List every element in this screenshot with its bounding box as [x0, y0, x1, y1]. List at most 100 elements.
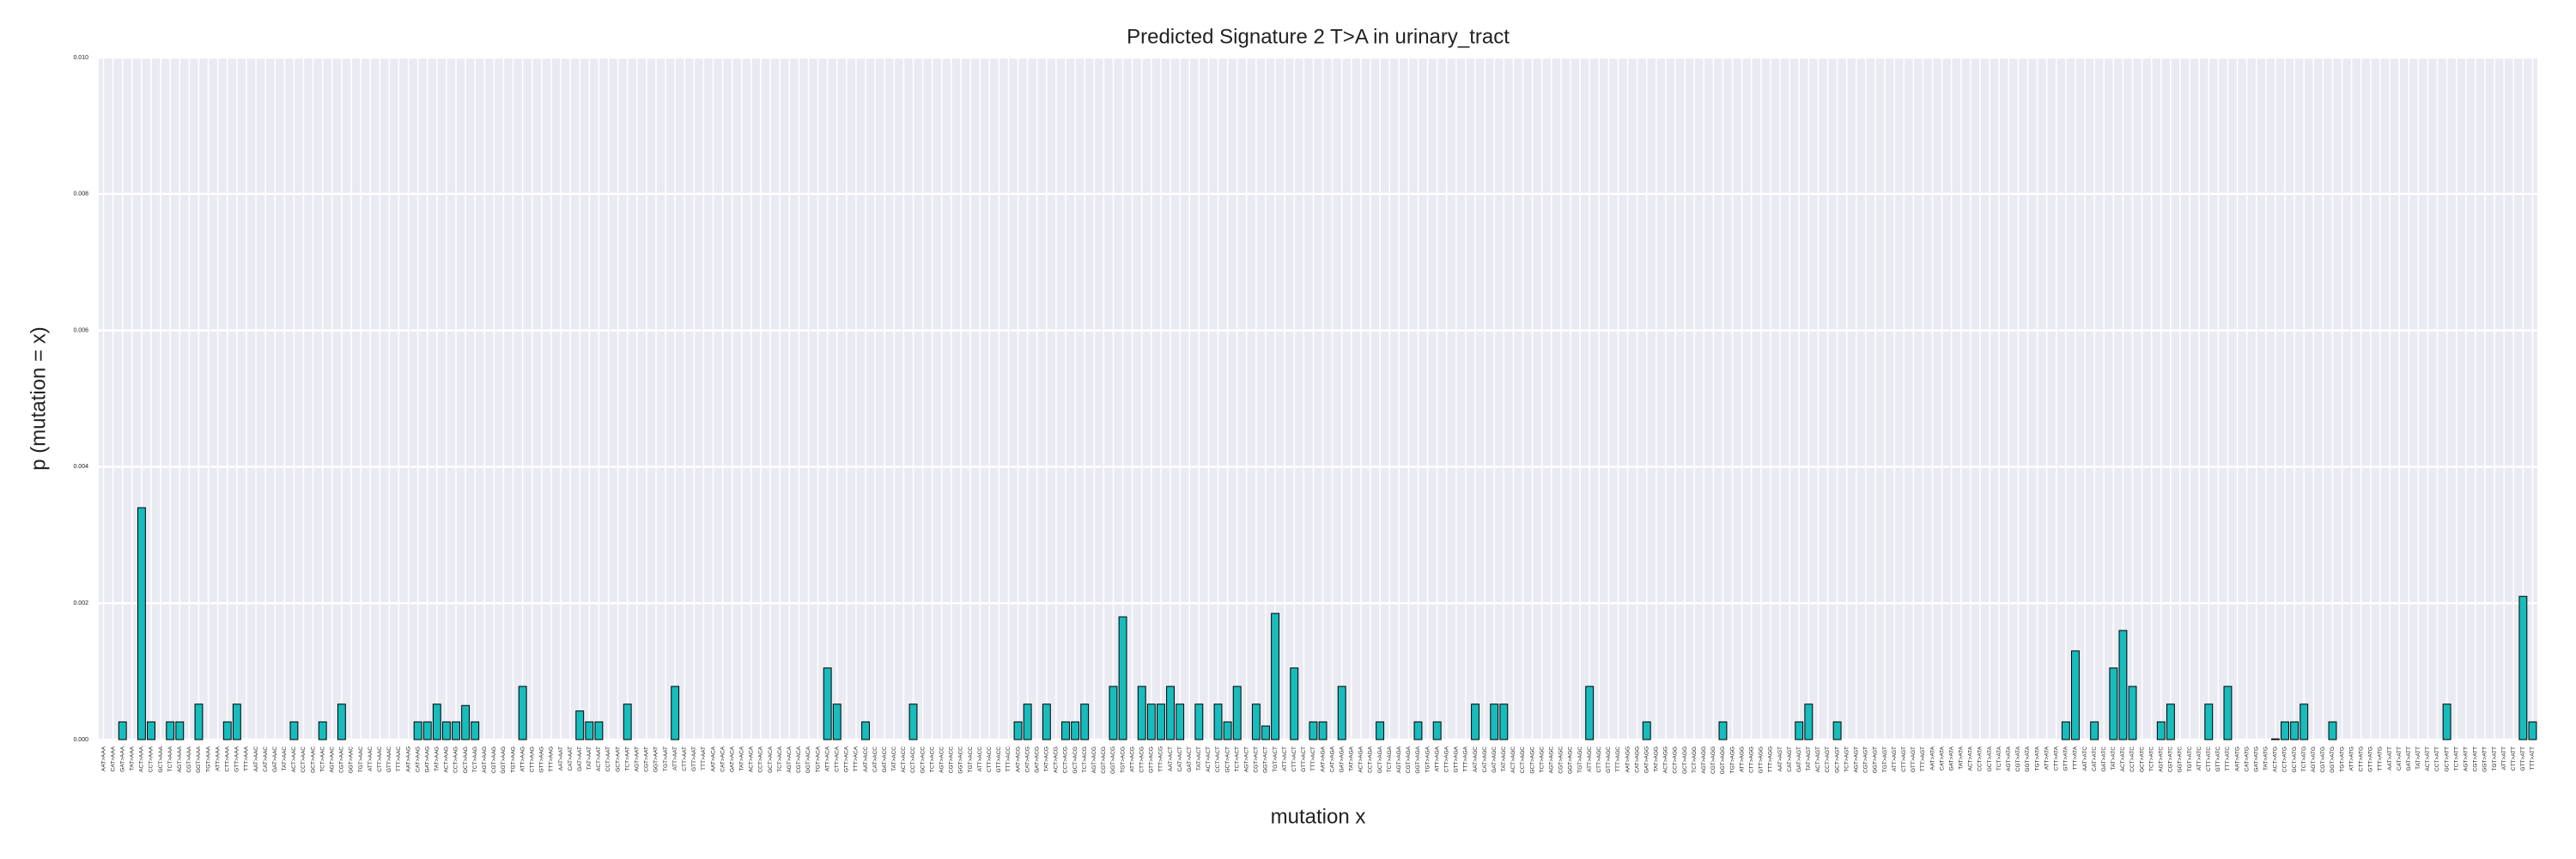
x-tick-label: AGT>ACC	[939, 746, 945, 773]
x-tick-label: GGT>AGT	[1873, 746, 1879, 773]
x-tick-label: GGT>AAC	[349, 746, 355, 774]
x-tick-label: TGT>AGG	[1729, 746, 1735, 773]
x-tick-label: AGT>AGT	[1854, 746, 1860, 773]
x-tick-label: GAT>ACG	[1034, 746, 1040, 773]
x-tick-label: AAT>ATC	[2082, 746, 2088, 771]
x-tick-label: GTT>ACG	[1149, 746, 1155, 773]
bar	[1271, 612, 1280, 740]
x-tick-label: CTT>ATG	[2358, 746, 2364, 771]
bar	[194, 704, 204, 740]
x-tick-label: CAT>AAG	[415, 746, 421, 772]
x-tick-label: GTT>AGC	[1606, 746, 1612, 773]
x-tick-label: TAT>ATA	[1959, 746, 1965, 769]
x-tick-label: TGT>AAA	[205, 746, 211, 771]
x-tick-label: AGT>ATA	[2006, 746, 2012, 771]
x-tick-label: GCT>ACC	[920, 746, 926, 774]
x-tick-label: GCT>AAA	[158, 746, 164, 772]
bar	[289, 721, 299, 740]
x-tick-label: GAT>ATG	[2253, 746, 2259, 772]
bar	[1137, 685, 1146, 740]
x-tick-label: TGT>AGA	[1425, 746, 1431, 772]
bar	[2328, 721, 2337, 740]
bar	[575, 710, 585, 740]
x-tick-label: GTT>AGA	[1454, 746, 1460, 772]
x-tick-label: CCT>AAA	[149, 746, 155, 772]
x-tick-label: CTT>ACG	[1139, 746, 1145, 773]
x-tick-label: TAT>AGT	[1806, 746, 1812, 771]
y-tick-label: 0.002	[73, 600, 88, 606]
x-tick-label: GAT>AAG	[424, 746, 430, 772]
y-tick-label: 0.008	[73, 192, 88, 198]
x-tick-label: CTT>AAC	[377, 746, 383, 772]
bar	[1232, 685, 1242, 740]
x-tick-label: CGT>ACA	[796, 746, 802, 773]
x-tick-label: CGT>AAC	[339, 746, 345, 773]
x-tick-label: GGT>ATT	[2482, 746, 2488, 772]
x-tick-label: AAT>ACA	[710, 746, 716, 771]
x-tick-label: GAT>ACC	[882, 746, 888, 773]
x-tick-label: TAT>AAT	[586, 746, 592, 770]
x-tick-label: TTT>AGT	[1920, 746, 1926, 771]
x-tick-label: AAT>ATG	[2234, 746, 2240, 771]
x-tick-label: AGT>AAT	[635, 746, 641, 771]
x-tick-label: AGT>AAC	[330, 746, 336, 773]
x-tick-label: CTT>AGT	[1901, 746, 1907, 772]
x-tick-label: GGT>ACC	[958, 746, 964, 774]
bar	[1642, 721, 1651, 740]
bar	[232, 704, 241, 740]
x-tick-label: GCT>ACA	[768, 746, 774, 773]
x-tick-label: ACT>ACC	[901, 746, 907, 773]
bar	[1223, 721, 1232, 740]
x-tick-label: ATT>ACC	[977, 746, 983, 772]
x-tick-label: GCT>AGC	[1529, 746, 1535, 774]
x-tick-label: ACT>ACT	[1206, 746, 1212, 772]
bar	[222, 721, 232, 740]
x-tick-label: TAT>ACG	[1044, 746, 1050, 771]
x-tick-label: AGT>ATT	[2464, 746, 2470, 771]
x-tick-label: CAT>AGC	[1482, 746, 1488, 773]
x-tick-label: TAT>AAC	[282, 746, 288, 771]
x-tick-label: CAT>ATC	[2092, 746, 2098, 771]
x-tick-label: AAT>AAA	[100, 746, 106, 771]
x-tick-label: AAT>AGA	[1320, 746, 1326, 771]
x-tick-label: AAT>AAC	[253, 746, 259, 772]
bar	[1213, 704, 1223, 740]
x-tick-label: TCT>AAC	[319, 746, 325, 772]
x-tick-label: TCT>ACA	[777, 746, 783, 771]
x-tick-label: ATT>AAG	[519, 746, 526, 771]
x-tick-label: TAT>ACC	[891, 746, 897, 771]
bar	[1109, 685, 1118, 740]
x-tick-label: AAT>AAG	[405, 746, 411, 772]
x-tick-label: GAT>AAT	[577, 746, 583, 771]
bar	[2290, 721, 2300, 740]
bar	[1166, 685, 1175, 740]
x-tick-label: TCT>ACT	[1234, 746, 1240, 771]
x-tick-label: TAT>ATC	[2111, 746, 2117, 771]
bar	[832, 704, 841, 740]
bar	[1023, 704, 1032, 740]
y-tick-label: 0.004	[73, 464, 88, 470]
bar	[1376, 721, 1385, 740]
x-tick-label: TCT>AGG	[1692, 746, 1698, 773]
bar	[2528, 721, 2537, 740]
bar	[2300, 704, 2309, 740]
x-tick-label: AAT>AAT	[558, 746, 564, 771]
x-tick-label: TTT>ACA	[854, 746, 860, 771]
bar	[1118, 616, 1127, 740]
x-tick-label: TCT>AAG	[472, 746, 478, 772]
bar	[1290, 667, 1299, 740]
x-tick-label: CAT>ATT	[2397, 746, 2403, 771]
bar	[1157, 704, 1165, 740]
plot-background	[99, 58, 2537, 740]
x-tick-label: GAT>AGG	[1643, 746, 1649, 773]
x-tick-label: ATT>ACA	[824, 746, 830, 771]
x-tick-label: GGT>AGA	[1415, 746, 1421, 773]
bar	[118, 721, 127, 740]
bar	[823, 667, 832, 740]
bar	[908, 704, 918, 740]
bar	[2204, 704, 2214, 740]
bar	[1080, 704, 1090, 740]
x-tick-label: CCT>ATA	[1978, 746, 1984, 771]
x-tick-label: TGT>AGT	[1882, 746, 1888, 772]
x-tick-label: AAT>ACC	[863, 746, 869, 772]
